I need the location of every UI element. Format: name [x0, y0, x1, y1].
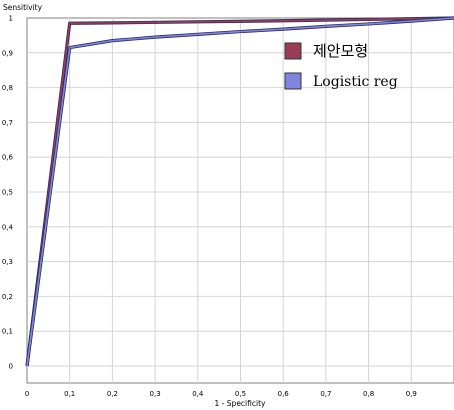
y-tick-label: 0,9	[2, 49, 13, 57]
x-tick-label: 0,1	[64, 390, 75, 398]
series-line	[26, 17, 454, 367]
y-tick-label: 1	[9, 15, 13, 23]
y-tick-label: 0,2	[2, 293, 13, 301]
series-0	[25, 16, 454, 367]
x-tick-label: 0	[25, 390, 29, 398]
legend-label: Logistic reg	[313, 74, 398, 90]
x-tick-labels: 0 0,1 0,2 0,3 0,4 0,5 0,6 0,7 0,8 0,9	[25, 390, 417, 398]
x-axis-title: 1 - Specificity	[215, 399, 266, 408]
y-tick-label: 0,3	[2, 258, 13, 266]
y-tick-labels: 0 0,1 0,2 0,3 0,4 0,5 0,6 0,7 0,8 0,9 1	[2, 15, 14, 371]
x-tick-label: 0,8	[363, 390, 374, 398]
y-tick-label: 0,1	[2, 328, 13, 336]
y-axis-title: Sensitivity	[3, 3, 43, 12]
y-tick-label: 0,4	[2, 223, 14, 231]
legend-swatch	[284, 72, 302, 90]
series-line	[26, 17, 454, 367]
y-tick-label: 0,7	[2, 119, 13, 127]
y-tick-label: 0	[9, 363, 13, 371]
x-tick-label: 0,7	[320, 390, 331, 398]
x-tick-label: 0,3	[150, 390, 161, 398]
x-tick-label: 0,6	[278, 390, 290, 398]
y-tick-label: 0,6	[2, 154, 14, 162]
x-tick-label: 0,4	[192, 390, 204, 398]
legend-item: Logistic reg	[284, 72, 398, 90]
y-tick-label: 0,8	[2, 84, 13, 92]
y-tick-label: 0,5	[2, 189, 13, 197]
x-tick-label: 0,2	[107, 390, 118, 398]
legend-swatch	[284, 42, 302, 60]
legend-item: 제안모형	[284, 42, 368, 60]
x-tick-label: 0,5	[235, 390, 246, 398]
x-tick-label: 0,9	[406, 390, 417, 398]
series-layer	[25, 16, 454, 367]
legend-label: 제안모형	[313, 42, 368, 60]
grid	[27, 18, 454, 383]
legend: 제안모형 Logistic reg	[284, 42, 398, 90]
series-1	[25, 16, 454, 367]
